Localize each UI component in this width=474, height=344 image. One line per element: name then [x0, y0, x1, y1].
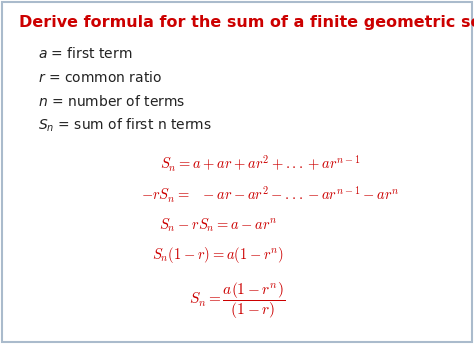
Text: $-rS_n = \ \ -ar - ar^2 - ... - ar^{n-1} - ar^n$: $-rS_n = \ \ -ar - ar^2 - ... - ar^{n-1}… [141, 184, 400, 205]
Text: Derive formula for the sum of a finite geometric series: Derive formula for the sum of a finite g… [19, 15, 474, 31]
Text: $a$ = first term: $a$ = first term [38, 46, 132, 61]
Text: $S_n$ = sum of first n terms: $S_n$ = sum of first n terms [38, 117, 212, 134]
Text: $S_n = \dfrac{a(1-r^n)}{(1-r)}$: $S_n = \dfrac{a(1-r^n)}{(1-r)}$ [189, 281, 285, 321]
Text: $S_n(1 - r) = a(1 - r^n)$: $S_n(1 - r) = a(1 - r^n)$ [152, 245, 284, 265]
Text: $S_n - rS_n = a - ar^n$: $S_n - rS_n = a - ar^n$ [159, 217, 277, 234]
Text: $n$ = number of terms: $n$ = number of terms [38, 94, 185, 109]
Text: $S_n = a + ar + ar^2 + ... + ar^{n-1}$: $S_n = a + ar + ar^2 + ... + ar^{n-1}$ [160, 153, 361, 174]
Text: $r$ = common ratio: $r$ = common ratio [38, 70, 162, 85]
